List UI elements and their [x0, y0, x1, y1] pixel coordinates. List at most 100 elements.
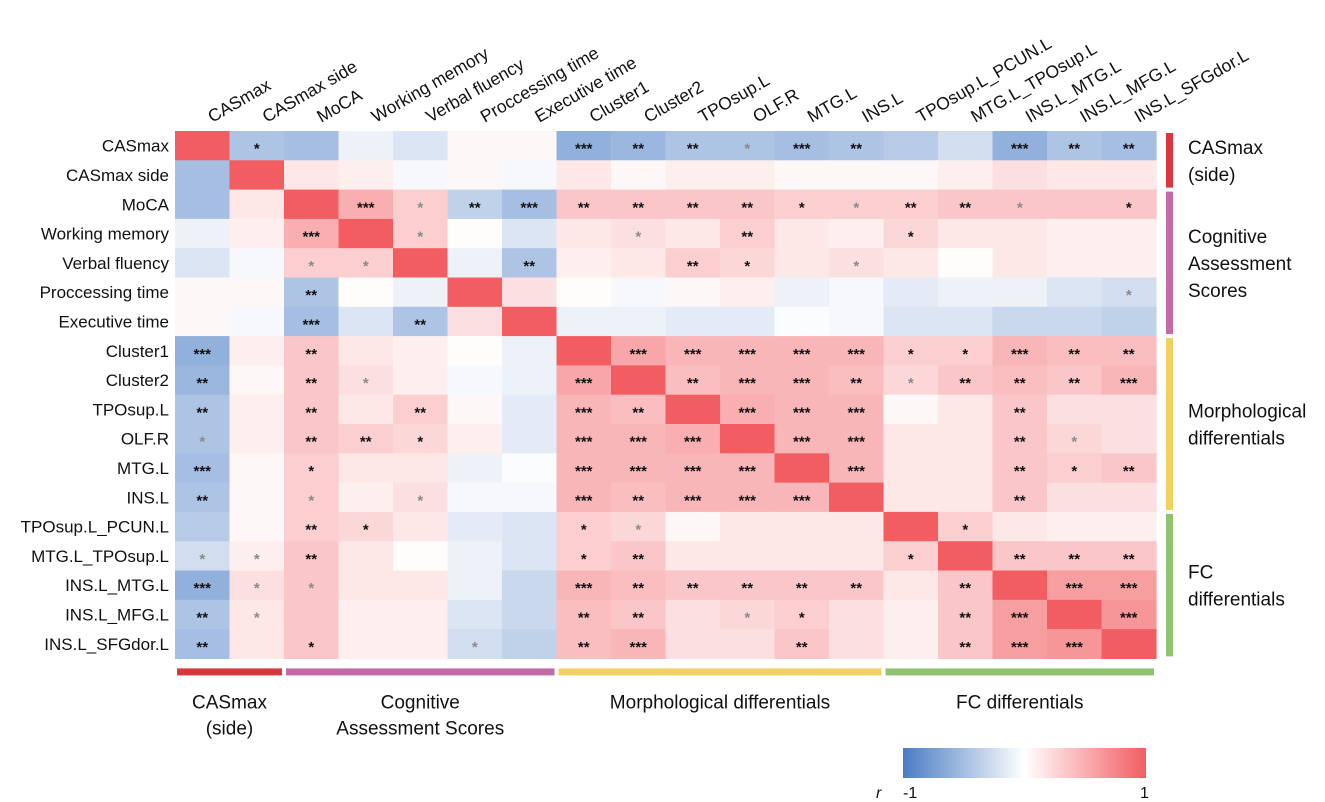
heatmap-cell	[393, 248, 449, 279]
heatmap-cell	[338, 453, 394, 484]
heatmap-cell	[229, 189, 285, 220]
heatmap-cell	[883, 277, 939, 308]
heatmap-cell	[229, 570, 285, 601]
significance-marker: ***	[684, 346, 702, 363]
heatmap-cell	[338, 277, 394, 308]
heatmap-cell	[447, 160, 503, 191]
significance-marker: **	[741, 229, 753, 246]
column-label: Cluster2	[640, 77, 706, 127]
significance-marker: **	[1123, 463, 1135, 480]
significance-marker: **	[305, 375, 317, 392]
heatmap-cell	[1047, 131, 1103, 161]
significance-marker: **	[796, 580, 808, 597]
heatmap-cell	[1047, 218, 1103, 249]
significance-marker: **	[196, 375, 208, 392]
heatmap-cell	[175, 511, 231, 542]
heatmap-cell	[338, 570, 394, 601]
heatmap-cell	[175, 482, 231, 513]
heatmap-cell	[883, 599, 939, 630]
heatmap-cell	[393, 277, 449, 308]
heatmap-cell	[338, 599, 394, 630]
significance-marker: *	[308, 639, 314, 656]
heatmap-cell	[556, 160, 612, 191]
heatmap-cell	[284, 365, 340, 396]
heatmap-cell	[1101, 453, 1157, 484]
heatmap-cell	[393, 306, 449, 337]
heatmap-cell	[611, 365, 667, 396]
significance-marker: **	[305, 346, 317, 363]
legend-min-label: -1	[903, 785, 917, 802]
significance-marker: **	[1068, 551, 1080, 568]
row-labels: CASmax CASmax side MoCA Working memory Verba…	[21, 137, 170, 654]
significance-marker: **	[959, 609, 971, 626]
heatmap-cell	[992, 570, 1048, 601]
heatmap-cell	[720, 277, 776, 308]
heatmap-cell	[338, 189, 394, 220]
significance-marker: *	[908, 346, 914, 363]
heatmap-cell	[1047, 336, 1103, 366]
significance-marker: ***	[793, 141, 811, 158]
group-bar-bottom	[885, 668, 1154, 676]
heatmap-cell	[502, 131, 558, 161]
significance-marker: *	[363, 522, 369, 539]
heatmap-cell	[938, 570, 994, 601]
significance-marker: *	[1126, 287, 1132, 304]
heatmap-cell	[556, 131, 612, 161]
heatmap-cell	[502, 306, 558, 337]
significance-marker: *	[199, 551, 205, 568]
significance-marker: ***	[193, 346, 211, 363]
heatmap-cell	[175, 599, 231, 630]
group-label-right: differentials	[1188, 429, 1285, 450]
heatmap-cell	[829, 248, 885, 279]
significance-marker: *	[853, 258, 859, 275]
significance-marker: **	[796, 639, 808, 656]
heatmap-cell	[665, 306, 721, 337]
heatmap-cell	[556, 599, 612, 630]
heatmap-cell	[229, 365, 285, 396]
heatmap-cell	[829, 365, 885, 396]
heatmap-cell	[338, 541, 394, 572]
heatmap-cell	[338, 218, 394, 249]
heatmap-cell	[229, 160, 285, 191]
significance-marker: **	[1014, 434, 1026, 451]
significance-marker: ***	[738, 404, 756, 421]
heatmap-cell	[1047, 394, 1103, 425]
heatmap-cell	[393, 570, 449, 601]
significance-marker: **	[1068, 375, 1080, 392]
heatmap-cell	[665, 131, 721, 161]
significance-marker: *	[308, 463, 314, 480]
group-bar-bottom	[177, 668, 282, 676]
heatmap-cell	[992, 482, 1048, 513]
significance-marker: **	[687, 375, 699, 392]
heatmap-cell	[611, 511, 667, 542]
row-label: CASmax side	[66, 166, 169, 185]
significance-marker: **	[687, 141, 699, 158]
heatmap-cell	[611, 189, 667, 220]
heatmap-cell	[284, 599, 340, 630]
significance-marker: **	[632, 492, 644, 509]
significance-marker: *	[308, 580, 314, 597]
heatmap-cell	[720, 306, 776, 337]
heatmap-cell	[447, 189, 503, 220]
heatmap-cell	[720, 482, 776, 513]
heatmap-cell	[992, 277, 1048, 308]
heatmap-cell	[665, 365, 721, 396]
heatmap-cell	[774, 570, 830, 601]
heatmap-cell	[502, 394, 558, 425]
significance-marker: *	[472, 639, 478, 656]
significance-marker: *	[635, 522, 641, 539]
group-label-right: FC	[1188, 563, 1213, 584]
heatmap-cell	[502, 424, 558, 454]
row-label: CASmax	[102, 137, 170, 156]
heatmap-cell	[720, 131, 776, 161]
heatmap-cell	[284, 541, 340, 572]
heatmap-cell	[447, 570, 503, 601]
heatmap-cell	[175, 131, 231, 161]
heatmap-cell	[611, 570, 667, 601]
column-label: MTG.L	[804, 82, 861, 126]
heatmap-cell	[774, 277, 830, 308]
heatmap-cell	[829, 541, 885, 572]
heatmap-cell	[938, 131, 994, 161]
significance-marker: ***	[847, 463, 865, 480]
